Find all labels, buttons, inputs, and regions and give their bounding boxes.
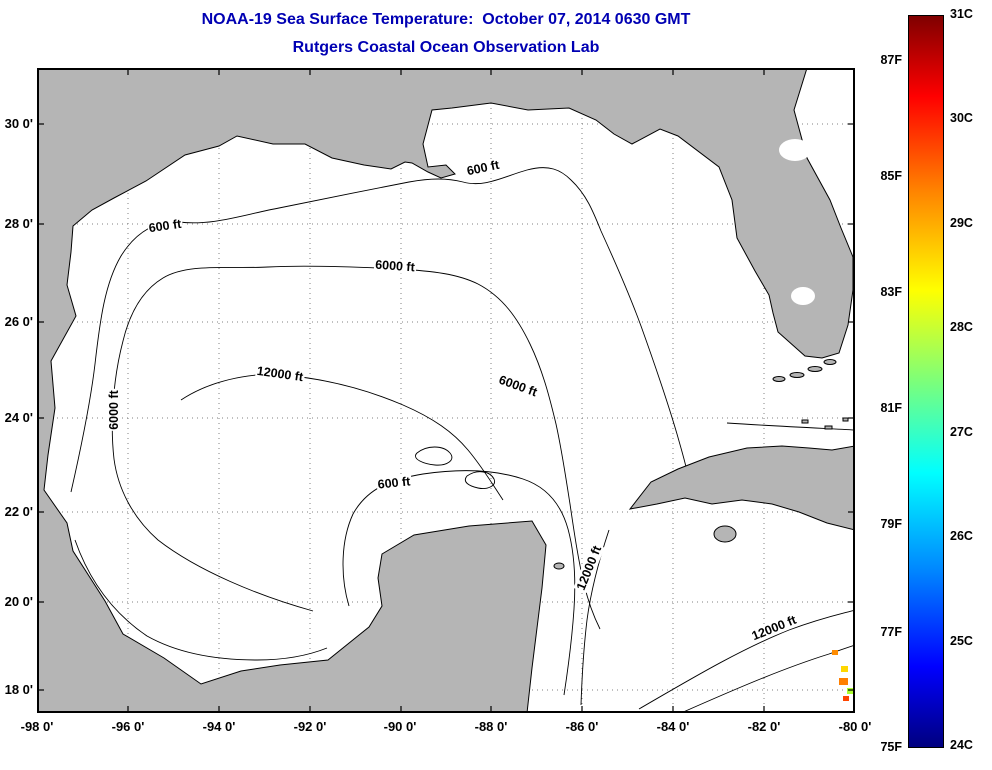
sst-data-pixels xyxy=(832,650,854,701)
contour-600ft-campeche-bay xyxy=(74,539,328,661)
florida-keys-island xyxy=(823,359,837,365)
contour-12000ft-loop-b xyxy=(464,471,495,489)
colorbar-fahrenheit-label: 79F xyxy=(880,517,902,531)
contour-12000ft-central xyxy=(180,374,504,501)
land-masses xyxy=(37,68,855,713)
y-axis-tick-label: 30 0' xyxy=(4,116,33,131)
colorbar-celsius-label: 28C xyxy=(950,320,973,334)
x-axis-tick-label: -88 0' xyxy=(474,719,508,734)
colorbar-celsius-label: 25C xyxy=(950,634,973,648)
contour-label: 6000 ft xyxy=(373,257,417,275)
map-plot-area: 600 ft 600 ft 6000 ft 6000 ft 12000 ft 6… xyxy=(37,68,855,713)
land-isla-juventud xyxy=(713,525,737,543)
colorbar-celsius-label: 30C xyxy=(950,111,973,125)
x-axis-tick-label: -82 0' xyxy=(747,719,781,734)
y-axis-tick-label: 28 0' xyxy=(4,216,33,231)
colorbar-fahrenheit-label: 87F xyxy=(880,53,902,67)
colorbar-fahrenheit-label: 77F xyxy=(880,625,902,639)
cay-island xyxy=(842,417,849,422)
y-axis-tick-label: 20 0' xyxy=(4,594,33,609)
florida-keys-island xyxy=(789,372,805,378)
contour-12000ft-loop-a xyxy=(415,446,453,466)
contour-600ft-campeche-bank xyxy=(342,470,576,696)
cay-island xyxy=(824,425,833,430)
cloud-gaps-over-land xyxy=(779,139,815,305)
temperature-colorbar xyxy=(908,15,944,748)
y-axis-tick-label: 22 0' xyxy=(4,504,33,519)
x-axis-tick-label: -92 0' xyxy=(293,719,327,734)
x-axis-tick-label: -84 0' xyxy=(656,719,690,734)
contour-600ft-shelf xyxy=(70,167,689,494)
colorbar-celsius-label: 24C xyxy=(950,738,973,752)
colorbar-fahrenheit-label: 83F xyxy=(880,285,902,299)
plot-frame xyxy=(37,68,855,713)
y-axis-tick-label: 24 0' xyxy=(4,410,33,425)
x-axis-tick-label: -90 0' xyxy=(383,719,417,734)
colorbar-fahrenheit-label: 85F xyxy=(880,169,902,183)
contour-12000ft-cayman-b xyxy=(680,644,855,713)
contour-12000ft-cayman-a xyxy=(638,609,855,710)
page-title: NOAA-19 Sea Surface Temperature: October… xyxy=(201,11,691,28)
land-cuba xyxy=(628,445,855,531)
cozumel-island xyxy=(553,562,565,570)
florida-keys-island xyxy=(772,376,786,382)
colorbar-fahrenheit-label: 75F xyxy=(880,740,902,754)
florida-keys-island xyxy=(807,366,823,372)
cay-island xyxy=(801,419,809,424)
colorbar-celsius-label: 31C xyxy=(950,7,973,21)
contour-label: 6000 ft xyxy=(107,389,121,431)
x-axis-tick-label: -94 0' xyxy=(202,719,236,734)
colorbar-celsius-label: 27C xyxy=(950,425,973,439)
x-axis-tick-label: -86 0' xyxy=(565,719,599,734)
contour-straits-of-florida xyxy=(726,422,855,431)
x-axis-tick-label: -96 0' xyxy=(111,719,145,734)
cloud-gap-florida xyxy=(779,139,811,161)
page-subtitle: Rutgers Coastal Ocean Observation Lab xyxy=(292,39,600,56)
y-axis-tick-label: 26 0' xyxy=(4,314,33,329)
land-mainland xyxy=(37,68,854,713)
x-axis-tick-label: -98 0' xyxy=(20,719,54,734)
y-axis-tick-label: 18 0' xyxy=(4,682,33,697)
colorbar-celsius-label: 29C xyxy=(950,216,973,230)
contour-6000ft-loop xyxy=(111,265,601,630)
x-axis-tick-label: -80 0' xyxy=(838,719,872,734)
colorbar-fahrenheit-label: 81F xyxy=(880,401,902,415)
colorbar-celsius-label: 26C xyxy=(950,529,973,543)
gulf-of-mexico-map xyxy=(37,68,855,713)
cloud-gap-florida xyxy=(791,287,815,305)
